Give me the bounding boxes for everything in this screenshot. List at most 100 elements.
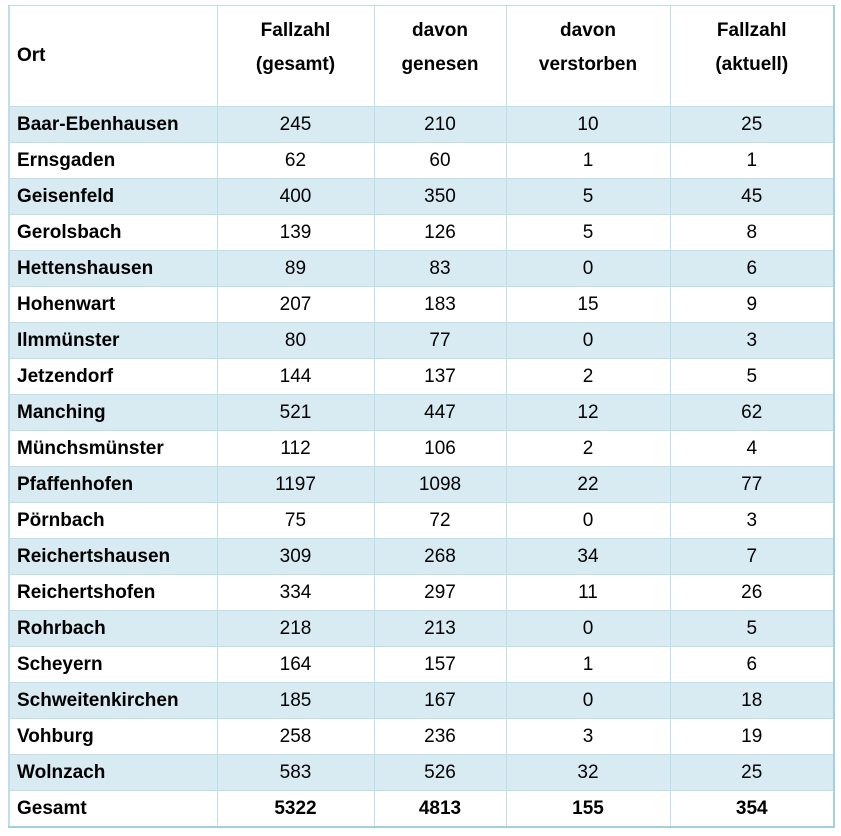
- genesen-cell: 297: [373, 574, 507, 611]
- ort-cell: Manching: [8, 394, 218, 431]
- verstorben-cell: 0: [505, 250, 671, 287]
- col-header-label: davon: [412, 20, 468, 41]
- table-header: Ort Fallzahl (gesamt) davon genesen davon vers…: [8, 5, 835, 107]
- gesamt-cell: 139: [216, 214, 375, 251]
- ort-cell: Jetzendorf: [8, 358, 218, 395]
- table-row: Hettenshausen 89 83 0 6: [8, 250, 835, 287]
- col-header-label: davon: [560, 20, 616, 41]
- header-row: Ort Fallzahl (gesamt) davon genesen davon vers…: [8, 5, 835, 107]
- col-header-label: (aktuell): [715, 54, 789, 75]
- ort-cell: Hettenshausen: [8, 250, 218, 287]
- col-header-label: genesen: [401, 54, 479, 75]
- ort-cell: Geisenfeld: [8, 178, 218, 215]
- genesen-cell: 157: [373, 646, 507, 683]
- gesamt-cell: 207: [216, 286, 375, 323]
- col-header-label: Fallzahl: [716, 20, 787, 41]
- table-row: Hohenwart 207 183 15 9: [8, 286, 835, 323]
- gesamt-cell: 1197: [216, 466, 375, 503]
- verstorben-cell: 2: [505, 430, 671, 467]
- gesamt-cell: 258: [216, 718, 375, 755]
- col-header-davon-verstorben: davon verstorben: [505, 5, 671, 107]
- table-row: Ernsgaden 62 60 1 1: [8, 142, 835, 179]
- table-body: Baar-Ebenhausen 245 210 10 25 Ernsgaden 62 60 1 1…: [8, 106, 835, 828]
- verstorben-cell: 15: [505, 286, 671, 323]
- ort-cell: Wolnzach: [8, 754, 218, 791]
- table-row: Schweitenkirchen 185 167 0 18: [8, 682, 835, 719]
- ort-cell: Münchsmünster: [8, 430, 218, 467]
- table-row: Scheyern 164 157 1 6: [8, 646, 835, 683]
- genesen-cell: 236: [373, 718, 507, 755]
- genesen-cell: 137: [373, 358, 507, 395]
- gesamt-cell: 80: [216, 322, 375, 359]
- verstorben-cell: 0: [505, 322, 671, 359]
- table-row: Gerolsbach 139 126 5 8: [8, 214, 835, 251]
- table-row: Jetzendorf 144 137 2 5: [8, 358, 835, 395]
- table-row: Pfaffenhofen 1197 1098 22 77: [8, 466, 835, 503]
- gesamt-cell: 521: [216, 394, 375, 431]
- col-header-davon-genesen: davon genesen: [373, 5, 507, 107]
- ort-cell: Ernsgaden: [8, 142, 218, 179]
- ort-cell: Reichertshausen: [8, 538, 218, 575]
- col-header-label: Fallzahl: [260, 20, 331, 41]
- col-header-label: verstorben: [538, 54, 638, 75]
- aktuell-cell: 5: [669, 358, 835, 395]
- total-gesamt-cell: 5322: [216, 790, 375, 828]
- table-row: Rohrbach 218 213 0 5: [8, 610, 835, 647]
- aktuell-cell: 3: [669, 322, 835, 359]
- aktuell-cell: 18: [669, 682, 835, 719]
- verstorben-cell: 5: [505, 178, 671, 215]
- total-verstorben-cell: 155: [505, 790, 671, 828]
- ort-cell: Gerolsbach: [8, 214, 218, 251]
- ort-cell: Rohrbach: [8, 610, 218, 647]
- verstorben-cell: 3: [505, 718, 671, 755]
- verstorben-cell: 12: [505, 394, 671, 431]
- gesamt-cell: 62: [216, 142, 375, 179]
- total-ort-cell: Gesamt: [8, 790, 218, 828]
- verstorben-cell: 1: [505, 646, 671, 683]
- table-row: Reichertshofen 334 297 11 26: [8, 574, 835, 611]
- genesen-cell: 60: [373, 142, 507, 179]
- aktuell-cell: 7: [669, 538, 835, 575]
- gesamt-cell: 164: [216, 646, 375, 683]
- gesamt-cell: 112: [216, 430, 375, 467]
- genesen-cell: 183: [373, 286, 507, 323]
- gesamt-cell: 400: [216, 178, 375, 215]
- gesamt-cell: 583: [216, 754, 375, 791]
- table-row: Baar-Ebenhausen 245 210 10 25: [8, 106, 835, 143]
- aktuell-cell: 5: [669, 610, 835, 647]
- ort-cell: Vohburg: [8, 718, 218, 755]
- aktuell-cell: 19: [669, 718, 835, 755]
- table-row: Pörnbach 75 72 0 3: [8, 502, 835, 539]
- total-genesen-cell: 4813: [373, 790, 507, 828]
- col-header-fallzahl-aktuell: Fallzahl (aktuell): [669, 5, 835, 107]
- aktuell-cell: 8: [669, 214, 835, 251]
- aktuell-cell: 4: [669, 430, 835, 467]
- aktuell-cell: 77: [669, 466, 835, 503]
- genesen-cell: 83: [373, 250, 507, 287]
- aktuell-cell: 6: [669, 646, 835, 683]
- table-row: Münchsmünster 112 106 2 4: [8, 430, 835, 467]
- verstorben-cell: 32: [505, 754, 671, 791]
- total-row: Gesamt 5322 4813 155 354: [8, 790, 835, 828]
- ort-cell: Baar-Ebenhausen: [8, 106, 218, 143]
- ort-cell: Schweitenkirchen: [8, 682, 218, 719]
- total-aktuell-cell: 354: [669, 790, 835, 828]
- verstorben-cell: 1: [505, 142, 671, 179]
- cases-table: Ort Fallzahl (gesamt) davon genesen davon vers…: [8, 5, 835, 828]
- col-header-fallzahl-gesamt: Fallzahl (gesamt): [216, 5, 375, 107]
- aktuell-cell: 45: [669, 178, 835, 215]
- verstorben-cell: 0: [505, 502, 671, 539]
- gesamt-cell: 75: [216, 502, 375, 539]
- table-row: Wolnzach 583 526 32 25: [8, 754, 835, 791]
- gesamt-cell: 89: [216, 250, 375, 287]
- table-row: Manching 521 447 12 62: [8, 394, 835, 431]
- ort-cell: Reichertshofen: [8, 574, 218, 611]
- verstorben-cell: 0: [505, 682, 671, 719]
- aktuell-cell: 9: [669, 286, 835, 323]
- ort-cell: Hohenwart: [8, 286, 218, 323]
- genesen-cell: 77: [373, 322, 507, 359]
- genesen-cell: 72: [373, 502, 507, 539]
- verstorben-cell: 34: [505, 538, 671, 575]
- aktuell-cell: 25: [669, 106, 835, 143]
- col-header-ort: Ort: [8, 5, 218, 107]
